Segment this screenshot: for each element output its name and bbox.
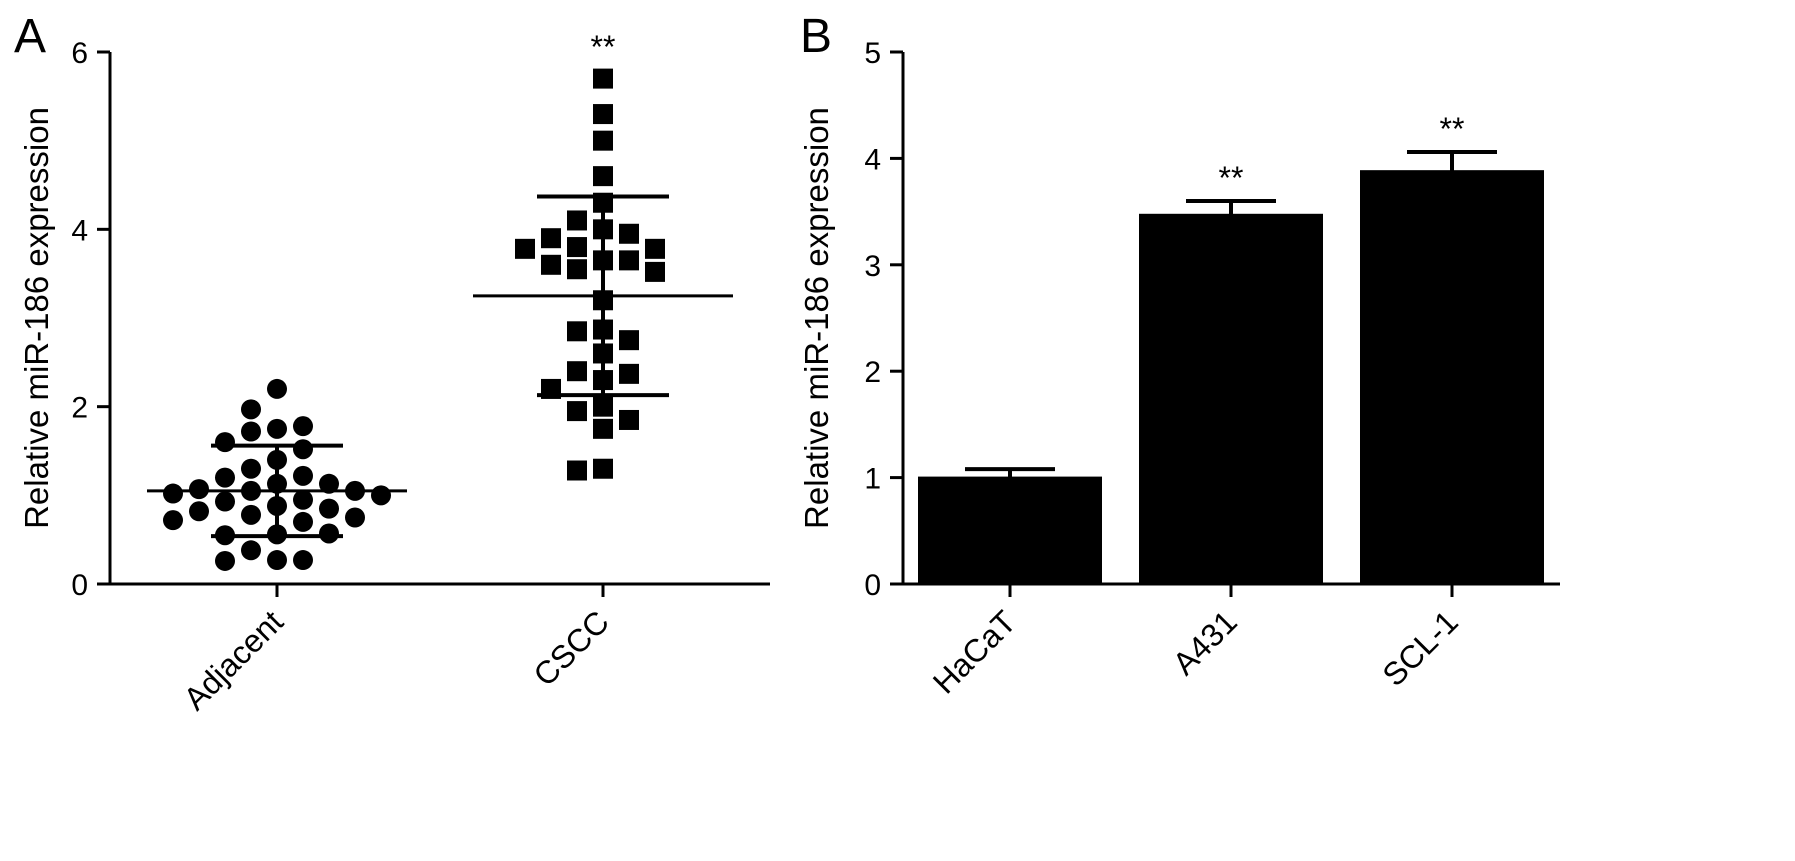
x-category-label: Adjacent bbox=[176, 603, 290, 717]
y-tick-label: 4 bbox=[71, 214, 88, 247]
data-point-cscc bbox=[619, 363, 639, 384]
y-tick-label: 2 bbox=[864, 356, 881, 389]
data-point-adjacent bbox=[345, 507, 365, 528]
data-point-adjacent bbox=[189, 479, 209, 500]
x-category-label: A431 bbox=[1166, 603, 1244, 681]
data-point-adjacent bbox=[319, 498, 339, 519]
data-point-adjacent bbox=[163, 483, 183, 504]
data-point-adjacent bbox=[215, 467, 235, 488]
data-point-adjacent bbox=[319, 473, 339, 494]
data-point-adjacent bbox=[319, 523, 339, 544]
panel-a-scatter: A 0 2 4 6 Relative miR-186 expression Adjacent… bbox=[14, 10, 770, 717]
data-point-cscc bbox=[645, 238, 665, 259]
x-category-label: SCL-1 bbox=[1375, 603, 1465, 693]
x-category-label: CSCC bbox=[526, 603, 616, 693]
data-point-adjacent bbox=[293, 511, 313, 532]
data-point-adjacent bbox=[241, 399, 261, 420]
panel-letter-b: B bbox=[800, 10, 832, 63]
y-axis-label: Relative miR-186 expression bbox=[18, 107, 55, 529]
panel-b-bar-chart: B 0 1 2 3 4 5 Relative miR-186 expression HaCaT A… bbox=[798, 10, 1560, 701]
data-point-adjacent bbox=[215, 491, 235, 512]
data-point-adjacent bbox=[267, 550, 287, 571]
data-point-cscc bbox=[541, 228, 561, 249]
y-tick-label: 1 bbox=[864, 463, 881, 496]
data-point-adjacent bbox=[241, 504, 261, 525]
data-point-cscc bbox=[619, 223, 639, 244]
data-point-cscc bbox=[593, 166, 613, 187]
data-point-cscc bbox=[515, 238, 535, 259]
data-point-adjacent bbox=[189, 501, 209, 522]
data-point-cscc bbox=[567, 210, 587, 231]
y-tick-label: 5 bbox=[864, 37, 881, 70]
y-tick-label: 3 bbox=[864, 250, 881, 283]
data-point-cscc bbox=[567, 321, 587, 342]
significance-marker: ** bbox=[1440, 111, 1465, 147]
significance-marker: ** bbox=[1219, 160, 1244, 196]
data-point-cscc bbox=[619, 250, 639, 271]
y-tick-label: 2 bbox=[71, 392, 88, 425]
data-point-adjacent bbox=[293, 489, 313, 510]
data-point-cscc bbox=[593, 396, 613, 417]
data-point-cscc bbox=[567, 361, 587, 382]
data-point-adjacent bbox=[215, 550, 235, 571]
x-category-label: HaCaT bbox=[926, 603, 1023, 700]
data-point-cscc bbox=[567, 237, 587, 258]
data-point-cscc bbox=[593, 68, 613, 89]
data-point-adjacent bbox=[293, 465, 313, 486]
data-point-cscc bbox=[541, 254, 561, 275]
data-point-adjacent bbox=[267, 378, 287, 399]
data-point-adjacent bbox=[371, 485, 391, 506]
y-tick-label: 6 bbox=[71, 37, 88, 70]
y-tick-label: 4 bbox=[864, 143, 881, 176]
data-point-cscc bbox=[593, 418, 613, 439]
data-point-cscc bbox=[567, 259, 587, 280]
data-point-cscc bbox=[593, 130, 613, 151]
data-point-cscc bbox=[645, 261, 665, 282]
data-point-cscc bbox=[567, 401, 587, 422]
significance-marker: ** bbox=[591, 29, 616, 65]
data-point-adjacent bbox=[293, 550, 313, 571]
y-axis-label: Relative miR-186 expression bbox=[798, 107, 835, 529]
panel-letter-a: A bbox=[14, 10, 46, 63]
y-tick-label: 0 bbox=[71, 569, 88, 602]
y-tick-label: 0 bbox=[864, 569, 881, 602]
data-point-adjacent bbox=[293, 416, 313, 437]
data-point-cscc bbox=[567, 460, 587, 481]
data-point-adjacent bbox=[293, 439, 313, 460]
data-point-cscc bbox=[593, 104, 613, 125]
data-point-adjacent bbox=[163, 510, 183, 531]
data-point-adjacent bbox=[215, 432, 235, 453]
data-point-cscc bbox=[619, 409, 639, 430]
data-point-adjacent bbox=[241, 458, 261, 479]
data-point-cscc bbox=[619, 330, 639, 351]
bar-scl-1 bbox=[1360, 170, 1544, 585]
data-point-adjacent bbox=[241, 421, 261, 442]
bar-hacat bbox=[918, 476, 1102, 586]
data-point-cscc bbox=[593, 458, 613, 479]
data-point-adjacent bbox=[267, 418, 287, 439]
bar-a431 bbox=[1139, 213, 1323, 586]
data-point-adjacent bbox=[241, 540, 261, 561]
